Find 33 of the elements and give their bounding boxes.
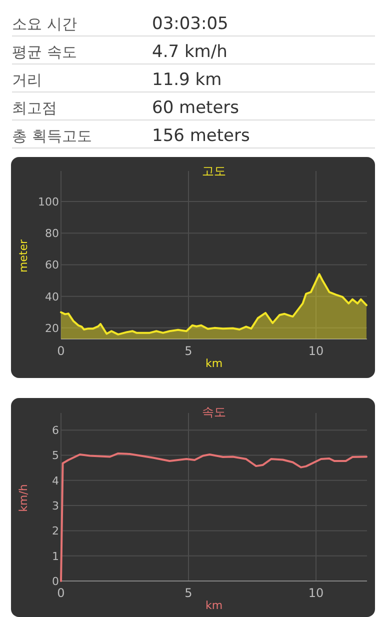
- text: 156 meters: [152, 126, 250, 146]
- x-tick-label: 5: [184, 344, 192, 358]
- chart-title: 속도: [202, 405, 226, 419]
- text: 03:03:05: [152, 14, 228, 34]
- y-tick-label: 4: [52, 474, 59, 488]
- chart-title: 고도: [202, 164, 226, 178]
- text: 4.7 km/h: [152, 42, 228, 62]
- x-axis-title: km: [205, 357, 223, 370]
- text: 소요 시간: [12, 15, 77, 34]
- y-tick-label: 3: [52, 500, 59, 513]
- text: 최고점: [12, 99, 57, 118]
- x-tick-label: 10: [308, 586, 324, 600]
- x-axis-title: km: [205, 599, 223, 612]
- y-tick-label: 40: [45, 290, 59, 304]
- text: 거리: [12, 71, 42, 90]
- y-tick-label: 2: [52, 524, 59, 538]
- x-tick-label: 5: [184, 586, 192, 600]
- text: 평균 속도: [12, 43, 77, 62]
- y-tick-label: 6: [52, 424, 59, 438]
- y-tick-label: 0: [52, 575, 59, 588]
- x-tick-label: 10: [308, 344, 324, 358]
- y-axis-title: km/h: [17, 484, 30, 512]
- y-tick-label: 100: [38, 195, 59, 208]
- y-tick-label: 80: [45, 227, 59, 240]
- text: 11.9 km: [152, 70, 222, 90]
- text: 총 획득고도: [12, 127, 92, 146]
- y-tick-label: 60: [45, 258, 59, 272]
- y-tick-label: 20: [45, 322, 59, 335]
- text: 60 meters: [152, 98, 240, 118]
- line-series: [60, 452, 368, 582]
- y-tick-label: 5: [52, 449, 59, 462]
- y-axis-title: meter: [17, 238, 30, 273]
- y-tick-label: 1: [52, 550, 59, 563]
